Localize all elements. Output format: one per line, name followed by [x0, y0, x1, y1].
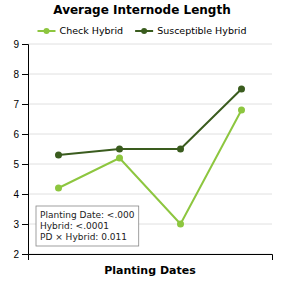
annotation-line: PD × Hybrid: 0.011: [40, 232, 127, 242]
tick-mark: [22, 194, 28, 195]
tick: 7: [13, 99, 28, 110]
legend-label: Check Hybrid: [60, 25, 124, 36]
point: [55, 152, 62, 159]
x-axis-title: Planting Dates: [104, 264, 196, 277]
tick-label: 8: [13, 69, 19, 80]
legend: Check Hybrid Susceptible Hybrid: [38, 25, 247, 36]
grid-line: [28, 164, 272, 165]
tick-label: 4: [13, 189, 19, 200]
legend-label: Susceptible Hybrid: [157, 25, 246, 36]
tick-label: 6: [13, 129, 19, 140]
tick-label: 5: [13, 159, 19, 170]
chart: 2 3 4 5 6 7 8 9 Planting Date: <.000Hybrid: <.00…: [0, 0, 284, 284]
grid: [28, 44, 272, 254]
annotation-box: [36, 206, 139, 246]
annotation-line: Planting Date: <.000: [40, 210, 135, 220]
tick: 8: [13, 69, 28, 80]
plot-area: 2 3 4 5 6 7 8 9 Planting Date: <.000Hybrid: <.00…: [13, 39, 272, 260]
grid-line: [28, 134, 272, 135]
tick: 9: [13, 39, 28, 50]
grid-line: [28, 104, 272, 105]
tick-mark: [22, 224, 28, 225]
tick: 4: [13, 189, 28, 200]
point: [55, 185, 62, 192]
annotation-text: Planting Date: <.000Hybrid: <.0001PD × H…: [40, 210, 135, 242]
point: [116, 155, 123, 162]
point: [116, 146, 123, 153]
grid-line: [28, 74, 272, 75]
tick: 3: [13, 219, 28, 230]
tick: 6: [13, 129, 28, 140]
point: [177, 221, 184, 228]
legend-item: Susceptible Hybrid: [135, 25, 246, 36]
point: [238, 107, 245, 114]
title: Average Internode Length: [53, 3, 230, 17]
grid-line: [28, 44, 272, 45]
tick-label: 3: [13, 219, 19, 230]
tick-mark: [22, 44, 28, 45]
point: [238, 86, 245, 93]
grid-line: [28, 194, 272, 195]
legend-marker: [44, 28, 50, 34]
tick-label: 2: [13, 249, 19, 260]
x-axis: [29, 255, 273, 261]
tick-label: 7: [13, 99, 19, 110]
tick-mark: [22, 164, 28, 165]
tick-mark: [22, 74, 28, 75]
tick: 5: [13, 159, 28, 170]
legend-item: Check Hybrid: [38, 25, 124, 36]
tick-label: 9: [13, 39, 19, 50]
point: [177, 146, 184, 153]
annotation: Planting Date: <.000Hybrid: <.0001PD × H…: [36, 206, 139, 246]
y-axis: 2 3 4 5 6 7 8 9: [13, 39, 28, 260]
axis-line: [22, 45, 29, 255]
tick-mark: [22, 104, 28, 105]
legend-marker: [141, 28, 147, 34]
series-line: [59, 89, 242, 155]
tick: 2: [13, 249, 28, 260]
tick-mark: [22, 254, 28, 255]
annotation-line: Hybrid: <.0001: [40, 221, 109, 231]
tick-mark: [22, 134, 28, 135]
axis-line: [29, 255, 273, 261]
